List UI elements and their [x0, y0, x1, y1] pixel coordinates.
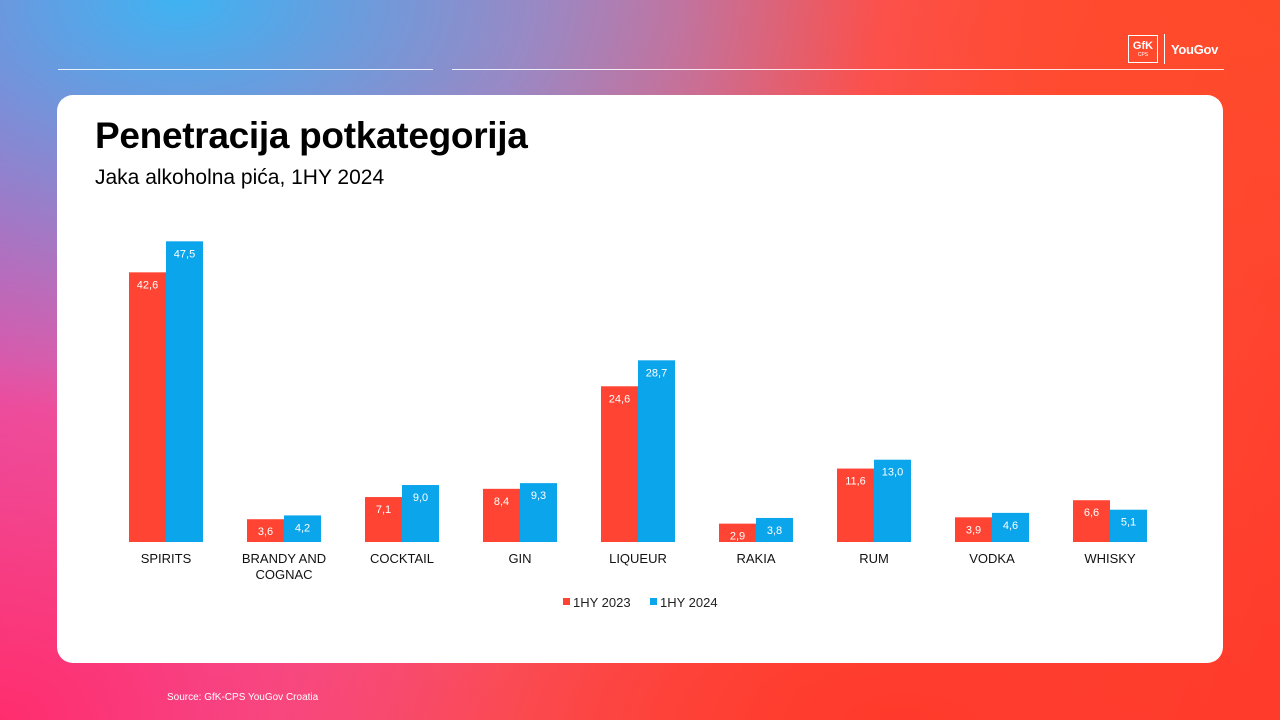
bar-2024: [874, 459, 911, 542]
data-label: 24,6: [609, 393, 630, 405]
category-label: SPIRITS: [141, 551, 192, 566]
category-label: GIN: [508, 551, 531, 566]
data-label: 13,0: [882, 467, 903, 479]
bar-2023: [837, 468, 874, 542]
data-label: 8,4: [494, 496, 509, 508]
category-label: BRANDY AND: [242, 551, 326, 566]
bar-2023: [247, 519, 284, 542]
data-label: 28,7: [646, 367, 667, 379]
bar-2024: [284, 515, 321, 542]
cps-logo-text: CPS: [1137, 51, 1149, 58]
data-label: 42,6: [137, 279, 158, 291]
data-label: 3,6: [258, 526, 273, 538]
gfk-logo-text: GfK: [1132, 39, 1154, 52]
data-label: 9,0: [413, 492, 428, 504]
data-label: 2,9: [730, 531, 745, 543]
legend-label-2024: 1HY 2024: [660, 595, 718, 610]
gfk-logo: GfK CPS: [1128, 35, 1158, 63]
category-label: LIQUEUR: [609, 551, 667, 566]
slide-title: Penetracija potkategorija: [95, 115, 528, 156]
logo-separator: [1164, 34, 1165, 64]
data-label: 11,6: [845, 476, 866, 488]
bar-2024: [520, 483, 557, 542]
category-label: COGNAC: [255, 567, 312, 582]
yougov-logo-text: YouGov: [1171, 41, 1219, 57]
bar-2024: [1110, 509, 1147, 542]
bar-2023: [365, 497, 402, 542]
data-label: 5,1: [1121, 517, 1136, 529]
bar-2023: [601, 386, 638, 542]
header-divider-right: [452, 69, 1224, 70]
data-label: 9,3: [531, 490, 546, 502]
data-label: 6,6: [1084, 507, 1099, 519]
data-label: 3,8: [767, 525, 782, 537]
data-label: 7,1: [376, 504, 391, 516]
legend-label-2023: 1HY 2023: [573, 595, 631, 610]
category-label: WHISKY: [1084, 551, 1136, 566]
category-label: VODKA: [969, 551, 1015, 566]
slide-subtitle: Jaka alkoholna pića, 1HY 2024: [95, 166, 385, 189]
bar-2023: [483, 488, 520, 542]
source-note: Source: GfK-CPS YouGov Croatia: [167, 692, 319, 703]
data-label: 3,9: [966, 524, 981, 536]
chart-card: Penetracija potkategorija Jaka alkoholna…: [57, 95, 1223, 663]
header-divider-left: [58, 69, 433, 70]
bar-2024: [638, 360, 675, 542]
bar-2024: [166, 241, 203, 542]
category-label: RUM: [859, 551, 889, 566]
bar-2023: [1073, 500, 1110, 542]
category-label: RAKIA: [736, 551, 775, 566]
category-label: COCKTAIL: [370, 551, 434, 566]
bar-2023: [955, 517, 992, 542]
brand-logo: GfK CPS YouGov: [1128, 34, 1218, 64]
bar-2023: [719, 523, 756, 542]
legend-swatch-2023: [563, 598, 570, 605]
data-label: 4,6: [1003, 520, 1018, 532]
legend-swatch-2024: [650, 598, 657, 605]
data-label: 47,5: [174, 248, 195, 260]
bar-2023: [129, 272, 166, 542]
bar-2024: [402, 485, 439, 542]
data-label: 4,2: [295, 522, 310, 534]
bar-2024: [756, 517, 793, 542]
bar-2024: [992, 512, 1029, 542]
